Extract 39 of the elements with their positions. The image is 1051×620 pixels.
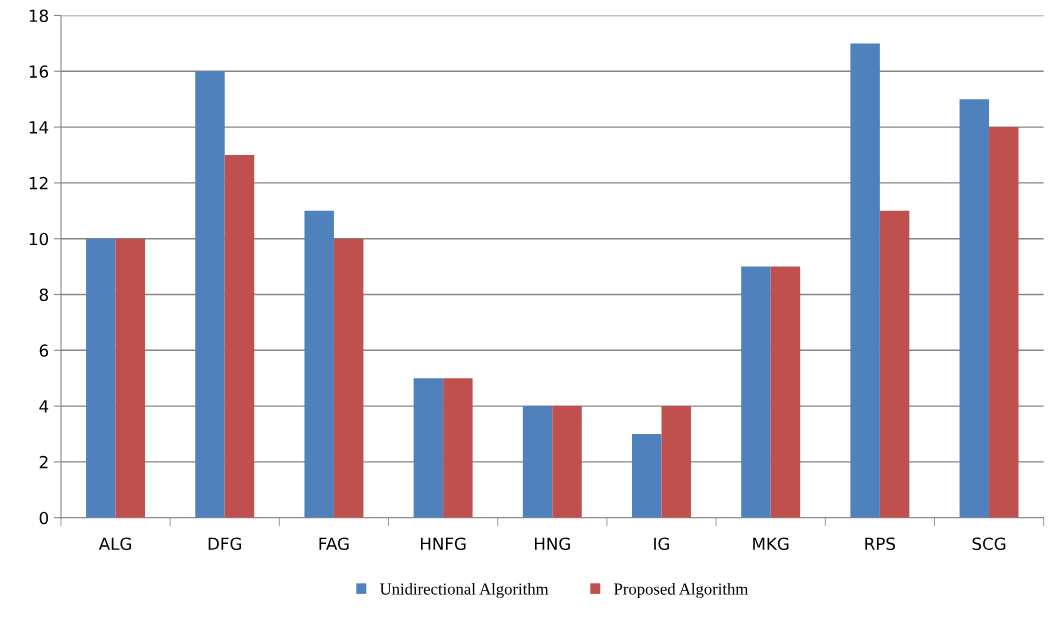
y-tick-label: 18 — [29, 9, 49, 23]
x-tick-label: HNFG — [421, 537, 466, 551]
x-tick-label: FAG — [319, 537, 349, 551]
bar — [989, 127, 1019, 518]
y-tick-label: 16 — [29, 65, 49, 78]
y-tick-label: 4 — [39, 400, 49, 413]
bar — [552, 406, 582, 518]
legend-label: Proposed Algorithm — [614, 582, 749, 599]
x-tick-label: DFG — [208, 537, 242, 551]
bar — [333, 238, 364, 518]
bar — [661, 406, 691, 518]
bar — [522, 406, 553, 518]
y-tick-label: 2 — [39, 455, 48, 469]
bar — [770, 266, 801, 518]
bar — [741, 266, 771, 518]
y-tick-label: 0 — [39, 511, 49, 525]
bar — [195, 71, 225, 518]
bar — [304, 210, 334, 518]
x-tick-label: RPS — [865, 537, 896, 551]
y-tick-label: 14 — [29, 121, 49, 134]
bar — [86, 238, 116, 518]
y-tick-label: 6 — [39, 344, 49, 357]
bar — [224, 155, 255, 518]
bar — [115, 238, 146, 518]
bar — [443, 378, 473, 518]
bar — [413, 378, 444, 518]
x-tick-label: ALG — [98, 537, 131, 551]
legend-label: Unidirectional Algorithm — [379, 582, 549, 599]
y-tick-label: 10 — [29, 232, 49, 246]
bar — [850, 43, 880, 518]
y-tick-label: 8 — [39, 288, 49, 302]
bar — [632, 434, 662, 518]
x-tick-label: MKG — [753, 537, 789, 551]
bar — [959, 99, 990, 518]
x-tick-label: SCG — [972, 537, 1006, 551]
x-tick-label: HNG — [534, 537, 570, 551]
x-tick-label: IG — [654, 537, 670, 551]
bar — [879, 210, 910, 518]
y-tick-label: 12 — [29, 176, 48, 190]
